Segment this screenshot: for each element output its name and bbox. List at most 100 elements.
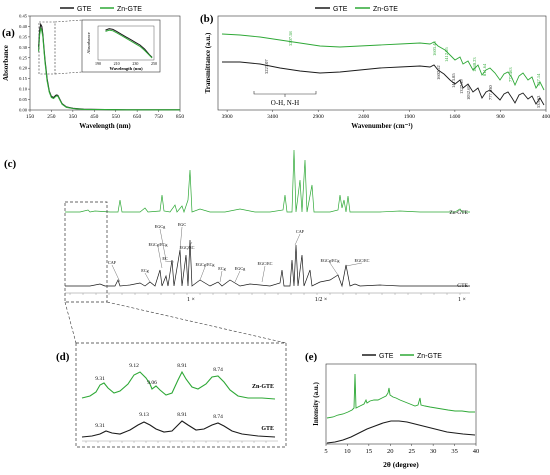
axes-a-yticks: 0.00 0.05 0.10 0.15 0.20 0.25 0.30 0.35 0.40 0.45 (19, 14, 30, 113)
a-xtick-label: 350 (69, 114, 78, 120)
nmr-annotation-label: EGC/EC (258, 261, 273, 266)
nmr-annotation-leader (199, 266, 206, 281)
zoom-zn-gte-trace (81, 370, 276, 400)
axes-b-ylabel: Transmittance (a.u.) (204, 32, 212, 93)
b-xtick-label: 400 (542, 114, 550, 120)
zoom-region-c (64, 201, 108, 303)
a-xtick-label: 550 (112, 114, 121, 120)
nmr-annotation-label: EGC/EC (180, 245, 195, 250)
inset-a-frame (81, 19, 161, 73)
zoom-zn-peak-label: 8.74 (213, 367, 223, 373)
zoom-gte-peak-label: 9.13 (139, 412, 149, 418)
gte-peak-label: 3223.07 (264, 59, 269, 74)
zoom-connector-c-right (106, 301, 287, 344)
gte-peak-label: 1413.85 (451, 73, 456, 88)
inset-xtick-label: 230 (132, 61, 138, 66)
zn-peak-label: 1412.05 (444, 47, 449, 62)
ftir-peak-labels: 3207.58 1603.45 1412.05 1040.23 811.64 773.46… (264, 31, 541, 108)
b-xtick-label: 900 (496, 114, 505, 120)
a-ytick-label: 0.20 (19, 66, 28, 71)
panel-a: (a) GTE Zn-GTE 150 250 350 450 550 650 750 850 … (2, 6, 184, 130)
e-xtick-label: 5 (324, 448, 327, 455)
axes-b-frame (217, 15, 547, 111)
zoom-gte-peak-label: 9.31 (95, 423, 105, 429)
legend-a-zn-label: Zn-GTE (117, 6, 142, 13)
a-ytick-label: 0.10 (19, 87, 28, 92)
nmr-annotation-leader (329, 262, 339, 276)
b-xtick-label: 3400 (267, 114, 278, 120)
a-xtick-label: 750 (154, 114, 163, 120)
a-ytick-label: 0.05 (19, 97, 28, 102)
axes-e-ylabel: Intensity (a.u.) (312, 381, 320, 425)
a-ytick-label: 0.25 (19, 55, 28, 60)
inset-a-axes (97, 25, 155, 61)
zoom-gte-peak-label: 8.74 (213, 414, 223, 420)
zoom-zn-peak-label: 8.91 (177, 363, 187, 369)
nmr-gte-trace (65, 239, 470, 288)
ftir-zn-gte-line (221, 33, 545, 91)
b-xtick-label: 2400 (358, 114, 369, 120)
nmr-annotation-label: EGCg/ECg (320, 258, 340, 263)
gte-peak-label: 1327.39 (459, 79, 464, 94)
a-ytick-label: 0.45 (19, 14, 28, 19)
inset-a-series (105, 28, 153, 59)
oh-band-bracket (253, 91, 317, 95)
e-xtick-label: 15 (366, 448, 373, 455)
nmr-axis-ticks (69, 293, 461, 295)
zn-peak-label: 537.14 (536, 73, 541, 86)
panel-e-label: (e) (305, 351, 318, 363)
nmr-annotation-leader (157, 246, 163, 269)
scale-mark-2: 1/2 × (315, 297, 328, 303)
a-xtick-label: 650 (133, 114, 142, 120)
panel-d-label: (d) (56, 351, 70, 363)
a-xtick-label: 250 (47, 114, 56, 120)
nmr-annotation-leader (294, 233, 301, 246)
axes-e-xlabel: 2θ (degree) (383, 460, 419, 469)
inset-series-zn-gte (105, 29, 153, 59)
zoom-connector-c-left (64, 301, 77, 344)
legend-a-gte-label: GTE (77, 6, 92, 13)
axes-b-xticks: 3900 3400 2900 2400 1900 1400 900 400 (222, 110, 550, 120)
a-xtick-label: 450 (90, 114, 99, 120)
panel-e: (e) GTE Zn-GTE 5 10 15 20 25 30 35 40 2θ (degre… (305, 351, 479, 469)
uv-series-zn-gte (38, 26, 180, 111)
panel-d-frame (75, 342, 287, 448)
nmr-annotation-label: EGCg (155, 224, 166, 229)
nmr-annotation-label: EGCg/ECg (195, 262, 215, 267)
inset-a-ylabel: Absorbance (86, 32, 91, 54)
oh-band-label: O-H, N-H (271, 99, 299, 107)
e-xtick-label: 25 (408, 448, 415, 455)
zoom-connector-a-top (54, 19, 83, 23)
e-xtick-label: 35 (451, 448, 458, 455)
zoom-connector-a-bottom (54, 71, 83, 75)
a-ytick-label: 0.40 (19, 24, 28, 29)
panel-d: (d) 9.31 9.12 9.06 8.91 8.74 9.31 9.13 8.91 8.7… (56, 342, 287, 448)
nmr-zn-gte-trace (65, 149, 470, 214)
ftir-gte-line (222, 61, 545, 106)
inset-xtick-label: 190 (95, 61, 101, 66)
axes-e-xticks: 5 10 15 20 25 30 35 40 (324, 444, 479, 455)
scale-mark-3: 1 × (458, 297, 466, 303)
nmr-annotation-leader (144, 272, 151, 283)
inset-xtick-label: 210 (114, 61, 120, 66)
nmr-annotation-label: ECg (218, 266, 226, 271)
nmr-annotation-leader (164, 260, 175, 263)
axes-b-xlabel: Wavenumber (cm⁻¹) (351, 122, 413, 130)
panel-a-label: (a) (2, 27, 15, 39)
zoom-axis-ticks (85, 441, 267, 443)
nmr-annotation-leader (234, 270, 241, 283)
zoom-zn-peak-label: 9.06 (147, 380, 157, 386)
nmr-zn-gte-label: Zn-GTE (449, 210, 468, 216)
nmr-annotation-label: EGC (178, 222, 187, 227)
zn-peak-label: 1603.45 (432, 41, 437, 56)
axes-a-ylabel: Absorbance (2, 45, 10, 81)
nmr-annotation-label: EGCg (235, 266, 246, 271)
a-ytick-label: 0.35 (19, 34, 28, 39)
gte-peak-label: 777.630 (488, 85, 493, 100)
a-ytick-label: 0.15 (19, 76, 28, 81)
a-ytick-label: 0.30 (19, 45, 28, 50)
legend-b-zn-label: Zn-GTE (373, 6, 398, 13)
